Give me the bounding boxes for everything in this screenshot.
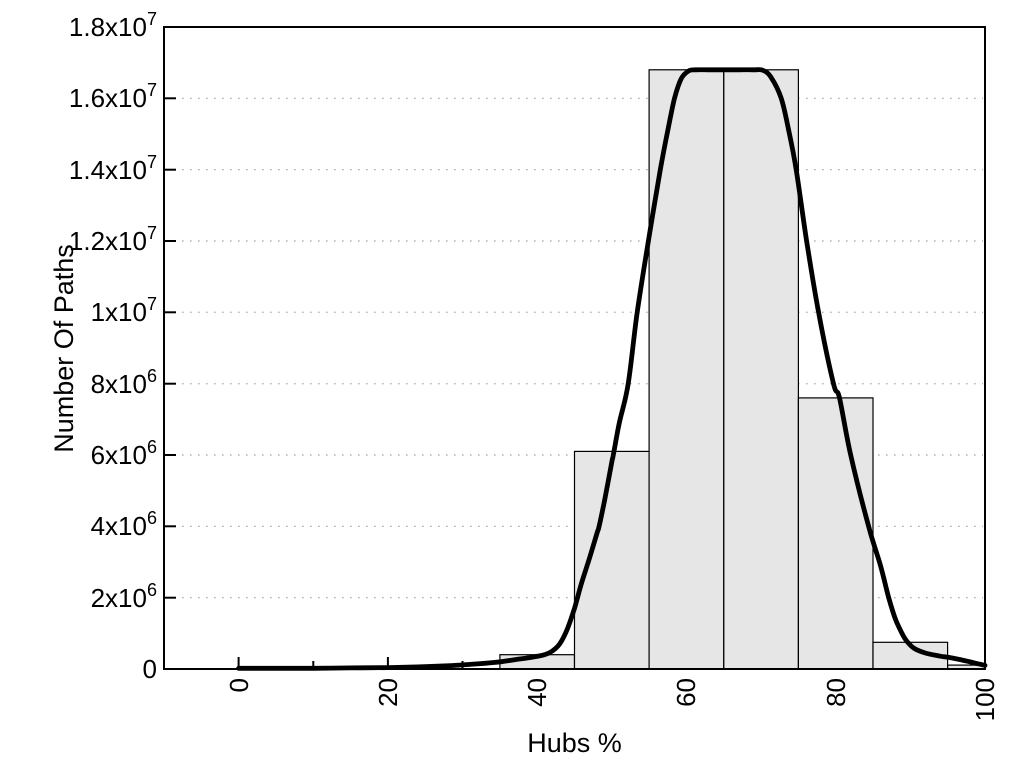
y-axis-title: Number Of Paths xyxy=(48,243,79,453)
x-tick-label: 40 xyxy=(522,678,553,707)
y-axis-title-wrap: Number Of Paths xyxy=(46,27,82,669)
y-tick-label: 1x107 xyxy=(90,294,157,328)
x-tick-label: 60 xyxy=(671,678,702,707)
x-tick-label: 0 xyxy=(223,678,254,693)
y-tick-label: 8x106 xyxy=(90,365,157,399)
x-tick-label: 100 xyxy=(970,678,1000,722)
y-tick-label: 1.2x107 xyxy=(68,223,157,256)
histogram-bar xyxy=(723,69,799,670)
y-tick-label: 2x106 xyxy=(90,579,157,613)
y-tick-label: 1.8x107 xyxy=(68,9,157,42)
y-tick-label: 6x106 xyxy=(90,437,157,470)
x-tick-label: 80 xyxy=(820,678,851,707)
x-tick-label: 20 xyxy=(372,678,403,707)
histogram-bar xyxy=(797,397,874,670)
density-curve xyxy=(236,67,988,671)
y-tick-label: 1.6x107 xyxy=(68,80,157,114)
y-tick-label: 4x106 xyxy=(90,508,157,542)
plot-border xyxy=(163,26,986,670)
histogram-bar xyxy=(573,450,650,670)
y-tick-label: 1.4x107 xyxy=(68,151,157,185)
y-tick-label: 0 xyxy=(142,654,157,684)
x-axis-title: Hubs % xyxy=(527,728,622,758)
